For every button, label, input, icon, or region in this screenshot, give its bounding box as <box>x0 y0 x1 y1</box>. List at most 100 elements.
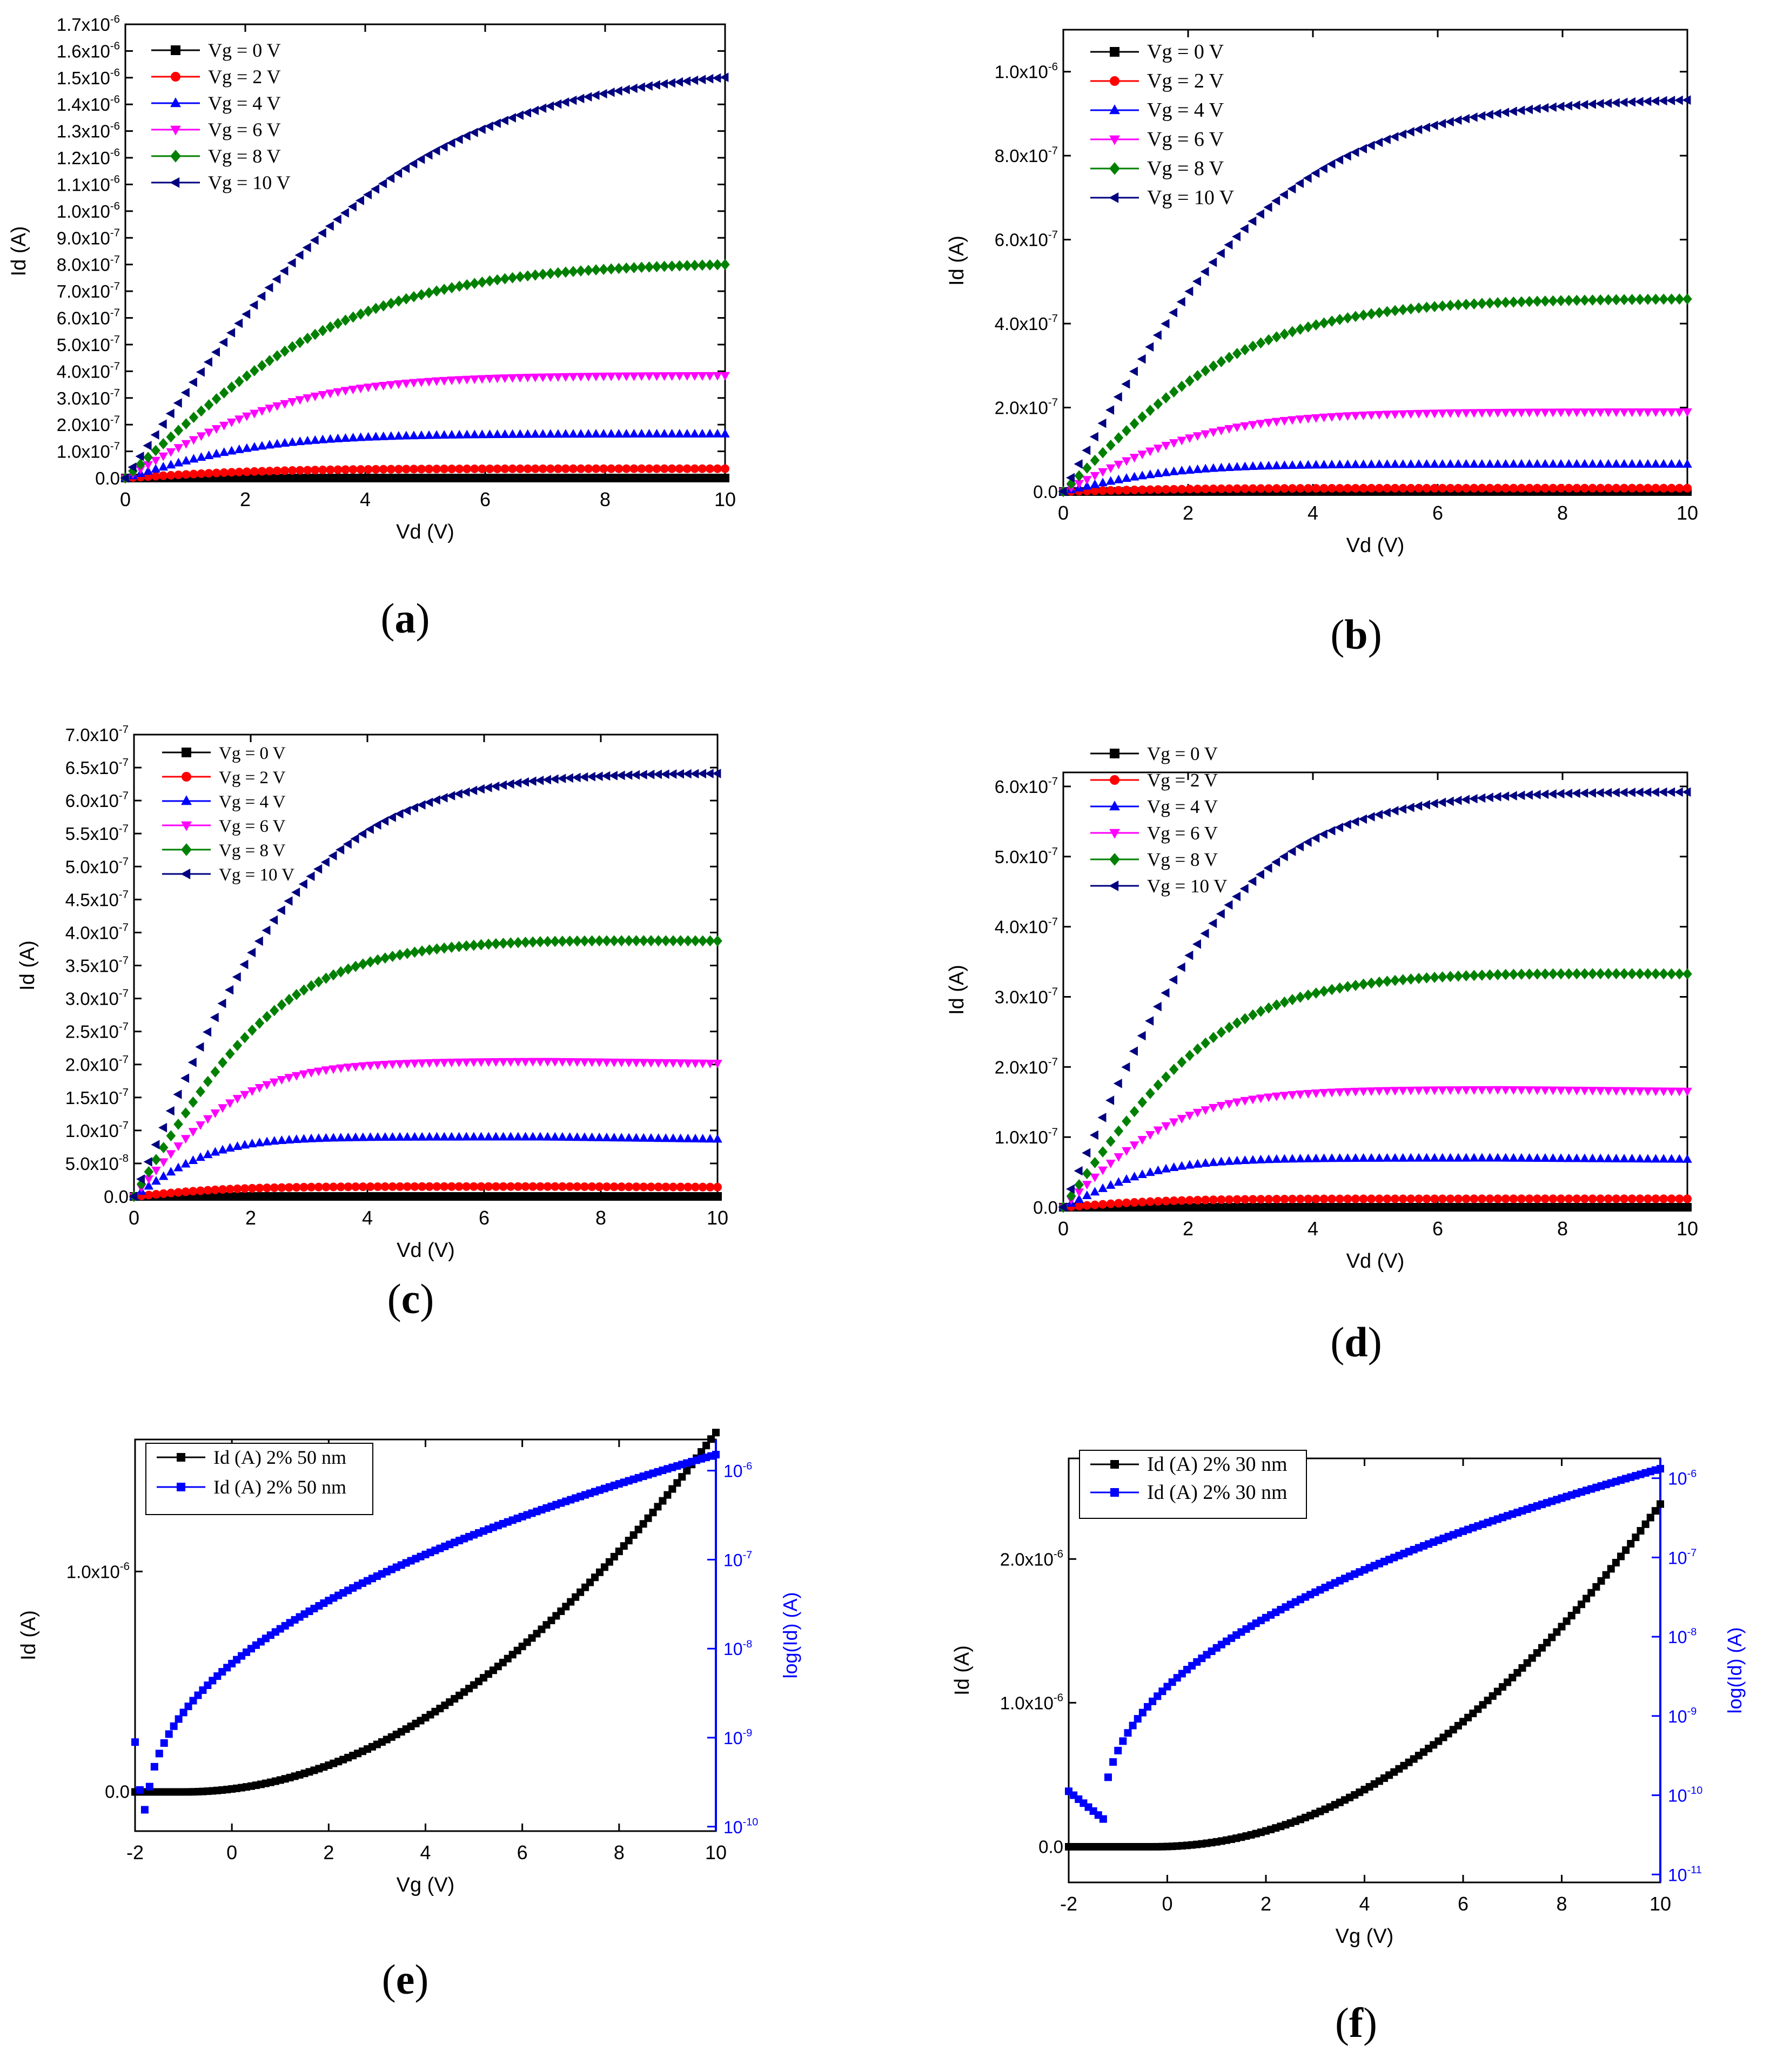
data-point <box>1469 459 1479 468</box>
data-point <box>507 429 518 438</box>
data-point <box>204 399 214 411</box>
data-point <box>661 1059 671 1068</box>
data-point <box>621 85 630 95</box>
y-tick-label: 6.0x10-7 <box>995 228 1058 250</box>
data-point <box>543 1192 552 1201</box>
data-point <box>333 388 343 397</box>
data-point <box>1074 480 1084 489</box>
data-point <box>226 328 236 338</box>
data-point <box>653 1059 663 1068</box>
data-point <box>1383 1203 1392 1212</box>
data-point <box>644 429 654 438</box>
data-point <box>485 474 494 482</box>
data-point <box>341 474 350 482</box>
data-point <box>720 72 729 82</box>
data-point <box>188 377 197 387</box>
x-tick-label: 0 <box>1058 1217 1069 1240</box>
data-point <box>674 260 685 272</box>
data-point <box>1595 1087 1605 1096</box>
data-point <box>1098 1146 1108 1158</box>
y-tick-label: 3.0x10-7 <box>65 987 129 1009</box>
data-point <box>492 118 501 129</box>
data-point <box>520 777 529 787</box>
data-point <box>1256 420 1266 429</box>
data-point <box>321 1192 331 1201</box>
y-axis-label: Id (A) <box>951 1645 974 1696</box>
data-point <box>240 1032 250 1044</box>
data-point <box>1145 469 1155 479</box>
legend: Vg = 0 VVg = 2 VVg = 4 VVg = 6 VVg = 8 V… <box>151 39 291 193</box>
data-point <box>173 398 182 408</box>
data-point <box>616 1058 627 1067</box>
data-point <box>1540 295 1550 307</box>
data-point <box>1627 294 1637 305</box>
data-point <box>403 1132 412 1141</box>
data-point <box>320 857 330 867</box>
data-point <box>484 1132 494 1141</box>
data-point <box>1604 483 1613 493</box>
data-point <box>1169 485 1178 494</box>
data-point <box>1532 104 1541 113</box>
data-point <box>1090 1157 1100 1168</box>
data-point <box>682 769 692 779</box>
series-linear-point <box>1602 1571 1610 1579</box>
data-point <box>1682 1154 1692 1163</box>
data-point <box>1429 120 1438 130</box>
data-point <box>1328 1194 1337 1203</box>
data-point <box>705 1059 715 1068</box>
data-point <box>675 474 684 482</box>
data-point <box>1667 1203 1676 1212</box>
data-point <box>1651 483 1660 493</box>
data-point <box>535 1058 545 1067</box>
data-point <box>1469 793 1478 804</box>
data-point <box>705 428 715 438</box>
data-point <box>1248 876 1257 886</box>
data-point <box>1343 312 1353 324</box>
data-point <box>440 474 449 482</box>
series-log-point <box>165 1730 173 1738</box>
data-point <box>1082 476 1092 485</box>
data-point <box>1153 398 1163 410</box>
data-point <box>573 1182 582 1191</box>
y-tick-label: 5.0x10-7 <box>57 333 120 355</box>
data-point <box>247 947 256 958</box>
data-point <box>591 264 601 275</box>
data-point <box>1192 939 1201 949</box>
data-point <box>424 797 433 808</box>
data-point <box>181 455 191 465</box>
data-point <box>1082 445 1091 455</box>
data-point <box>713 464 722 473</box>
data-point <box>1390 132 1399 142</box>
data-point <box>247 1024 257 1036</box>
series-2 <box>120 428 730 482</box>
data-point <box>1177 1057 1187 1068</box>
data-point <box>1351 1203 1360 1212</box>
data-point <box>515 429 525 438</box>
data-point <box>401 474 411 482</box>
data-point <box>1192 370 1203 381</box>
data-point <box>1145 1016 1154 1026</box>
data-point <box>530 373 540 382</box>
data-point <box>1319 1089 1329 1098</box>
data-point <box>674 77 683 87</box>
legend-label: Vg = 4 V <box>208 92 281 114</box>
data-point <box>1105 1135 1116 1147</box>
data-point <box>538 429 548 438</box>
data-point <box>1296 1194 1305 1203</box>
data-point <box>592 474 601 482</box>
data-point <box>1485 1194 1494 1203</box>
y-axis-label: Id (A) <box>946 236 968 286</box>
data-point <box>212 468 221 477</box>
data-point <box>195 1042 204 1052</box>
legend-label: Vg = 10 V <box>1147 876 1227 897</box>
data-point <box>1303 321 1313 333</box>
data-point <box>1335 314 1345 325</box>
data-point <box>1358 144 1367 154</box>
data-point <box>485 429 495 439</box>
data-point <box>1461 113 1470 124</box>
data-point <box>387 1060 398 1069</box>
data-point <box>203 357 212 367</box>
data-point <box>219 387 229 399</box>
x-tick-label: 10 <box>1677 1217 1698 1240</box>
data-point <box>553 474 562 482</box>
